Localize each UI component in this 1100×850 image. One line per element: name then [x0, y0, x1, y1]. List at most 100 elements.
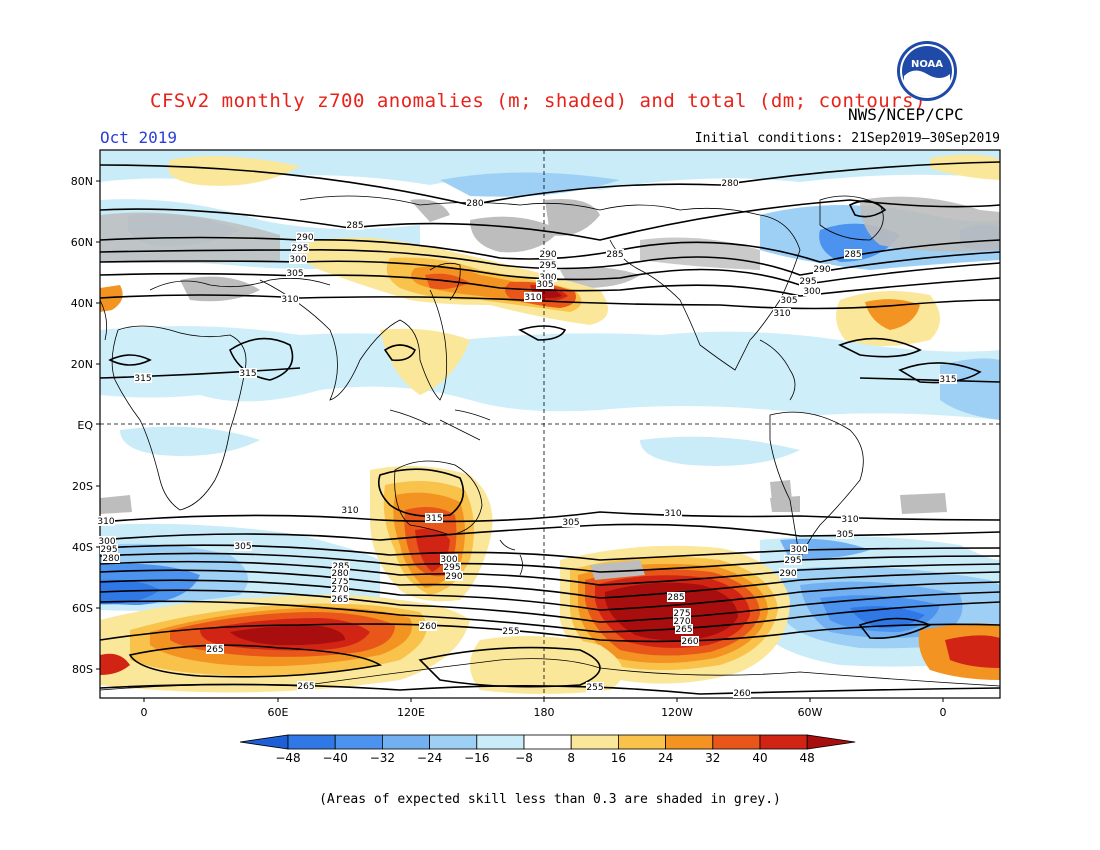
contour-label: 305: [536, 280, 553, 290]
skill-mask: [100, 495, 132, 514]
contour-label-bg: [341, 505, 359, 515]
coastline: [759, 339, 796, 401]
contour-label-bg: [784, 555, 802, 565]
contour-label: 285: [606, 250, 623, 260]
contour-line: [100, 161, 1000, 206]
contour-label-bg: [664, 508, 682, 518]
colorbar-tick-label: −8: [515, 751, 533, 765]
contour-label: 290: [813, 265, 830, 275]
contour-line: [100, 367, 1000, 383]
logo-text: NOAA: [911, 59, 943, 70]
agency-label: NWS/NCEP/CPC: [848, 105, 964, 124]
contour-line: [383, 344, 416, 362]
colorbar: −48 −40 −32 −24 −16 −8 8 16 24 32 40 48: [239, 734, 856, 765]
contour-label-bg: [773, 308, 791, 318]
anomaly-shade: [930, 154, 1000, 180]
anomaly-shade: [100, 326, 1000, 420]
coastline: [429, 262, 461, 301]
lon-tick-label: 180: [534, 706, 555, 719]
contour-label-bg: [286, 268, 304, 278]
anomaly-shade: [100, 653, 130, 675]
colorbar-tick-label: −16: [464, 751, 489, 765]
contour-label: 290: [445, 572, 462, 582]
contour-label: 265: [331, 595, 348, 605]
contour-label-bg: [779, 568, 797, 578]
contour-label-bg: [681, 636, 699, 646]
contour-label: 265: [675, 625, 692, 635]
contour-label-bg: [419, 621, 437, 631]
contour-label-bg: [539, 272, 557, 282]
skill-footnote: (Areas of expected skill less than 0.3 a…: [319, 792, 781, 807]
contour-label-bg: [799, 276, 817, 286]
contour-label: 300: [539, 273, 556, 283]
colorbar-swatch: [665, 734, 714, 750]
contour-label-bg: [502, 626, 520, 636]
contour-line: [100, 623, 1000, 643]
contour-label-bg: [331, 568, 349, 578]
contour-label: 300: [790, 545, 807, 555]
contour-line: [377, 468, 465, 518]
colorbar-swatch: [476, 734, 525, 750]
anomaly-shade: [640, 436, 800, 466]
anomaly-shade: [945, 635, 1000, 668]
contour-label-bg: [443, 562, 461, 572]
colorbar-swatch: [287, 734, 336, 750]
contour-label: 295: [784, 556, 801, 566]
lat-tick-label: 40N: [71, 297, 93, 310]
height-contours: [100, 161, 1000, 695]
colorbar-max-arrow: [806, 734, 856, 750]
colorbar-tick-label: 8: [567, 751, 575, 765]
anomaly-shade: [440, 172, 620, 197]
contour-label: 295: [799, 277, 816, 287]
contour-label: 315: [939, 375, 956, 385]
lon-tick-label: 60E: [268, 706, 289, 719]
coastline: [599, 204, 801, 371]
anomaly-shade: [470, 636, 623, 694]
contour-label-bg: [134, 373, 152, 383]
initial-conditions: Initial conditions: 21Sep2019–30Sep2019: [694, 131, 1000, 146]
lat-tick-label: 60S: [72, 602, 93, 615]
contour-label: 300: [803, 287, 820, 297]
contour-label-bg: [673, 608, 691, 618]
contour-label: 270: [331, 585, 348, 595]
contour-label: 280: [102, 554, 119, 564]
contour-label: 265: [206, 645, 223, 655]
colorbar-tick-label: −32: [370, 751, 395, 765]
contour-label: 285: [346, 221, 363, 231]
contour-line: [100, 523, 1000, 541]
contour-label: 280: [331, 569, 348, 579]
colorbar-swatch: [712, 734, 761, 750]
contour-label-bg: [606, 249, 624, 259]
contour-label-bg: [667, 592, 685, 602]
contour-label-bg: [539, 249, 557, 259]
skill-mask: [770, 480, 792, 502]
anomaly-shade: [940, 358, 1000, 420]
contour-label: 310: [341, 506, 358, 516]
lon-tick-marks: [143, 698, 944, 702]
contour-label-bg: [239, 368, 257, 378]
skill-mask: [560, 266, 640, 289]
longitude-axis: 0 60E 120E 180 120W 60W 0: [141, 706, 947, 719]
contour-label-bg: [289, 254, 307, 264]
lat-tick-label: 80N: [71, 175, 93, 188]
contour-label: 310: [97, 517, 114, 527]
contour-label-bg: [939, 374, 957, 384]
contour-label-bg: [97, 516, 115, 526]
contour-label: 300: [289, 255, 306, 265]
contour-label-bg: [332, 561, 350, 571]
contour-label: 305: [234, 542, 251, 552]
contour-label: 285: [844, 250, 861, 260]
colorbar-swatch: [523, 734, 572, 750]
anomaly-shading: [100, 150, 1000, 694]
colorbar-swatch: [570, 734, 619, 750]
contour-label-bg: [234, 541, 252, 551]
contour-label-bg: [425, 513, 443, 523]
contour-label-bg: [281, 294, 299, 304]
anomaly-shade: [120, 426, 260, 456]
contour-label: 310: [524, 293, 541, 303]
contour-label-bg: [331, 594, 349, 604]
coastline: [149, 277, 331, 291]
lon-tick-label: 120E: [397, 706, 425, 719]
contour-line: [100, 552, 1000, 573]
contour-line: [100, 589, 1000, 623]
